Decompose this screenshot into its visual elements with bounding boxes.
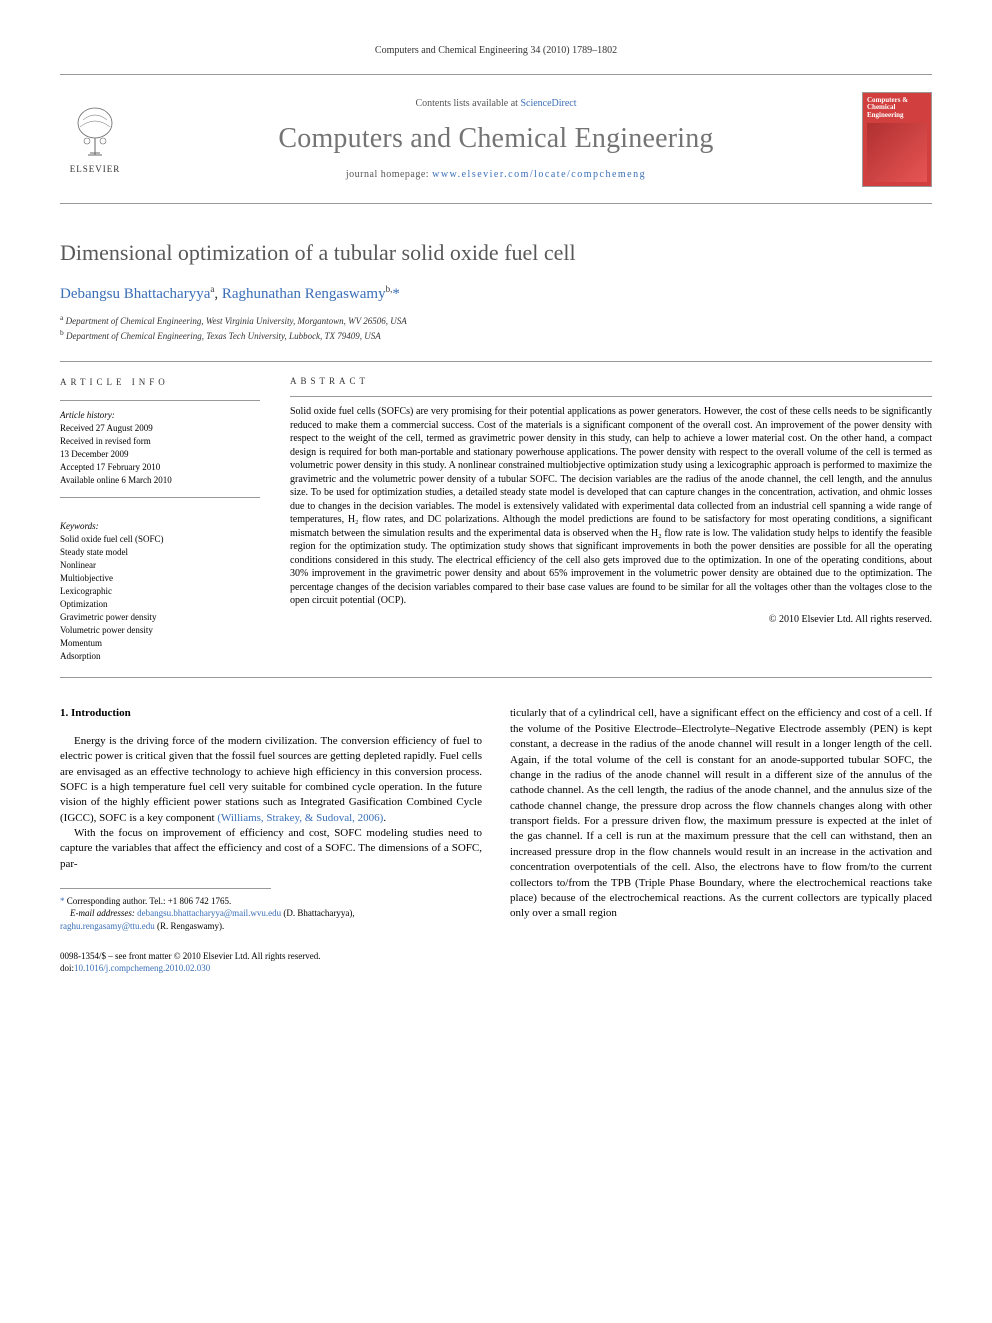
affiliation-a: Department of Chemical Engineering, West…	[66, 316, 407, 326]
email-1[interactable]: debangsu.bhattacharyya@mail.wvu.edu	[137, 908, 281, 918]
email-1-name: (D. Bhattacharyya),	[281, 908, 354, 918]
abstract-heading: ABSTRACT	[290, 376, 932, 386]
email-2[interactable]: raghu.rengasamy@ttu.edu	[60, 921, 155, 931]
body-p3: ticularly that of a cylindrical cell, ha…	[510, 706, 932, 921]
history-online: Available online 6 March 2010	[60, 474, 260, 487]
history-accepted: Accepted 17 February 2010	[60, 461, 260, 474]
sciencedirect-link[interactable]: ScienceDirect	[520, 98, 576, 109]
author-1[interactable]: Debangsu Bhattacharyya	[60, 286, 210, 302]
keyword: Optimization	[60, 598, 260, 611]
masthead: ELSEVIER Contents lists available at Sci…	[60, 74, 932, 204]
doi-link[interactable]: 10.1016/j.compchemeng.2010.02.030	[74, 963, 210, 973]
abstract-text: Solid oxide fuel cells (SOFCs) are very …	[290, 405, 932, 608]
corr-marker-footnote[interactable]: *	[60, 896, 65, 906]
keyword: Lexicographic	[60, 585, 260, 598]
doi-prefix: doi:	[60, 963, 74, 973]
body-column-left: 1. Introduction Energy is the driving fo…	[60, 706, 482, 931]
journal-cover-thumbnail: Computers & Chemical Engineering	[862, 92, 932, 187]
abstract-copyright: © 2010 Elsevier Ltd. All rights reserved…	[290, 614, 932, 625]
footnote-separator	[60, 888, 271, 889]
history-received: Received 27 August 2009	[60, 422, 260, 435]
cover-title: Computers & Chemical Engineering	[867, 97, 927, 120]
affiliations: a Department of Chemical Engineering, We…	[60, 313, 932, 343]
page-footer: 0098-1354/$ – see front matter © 2010 El…	[60, 950, 932, 974]
keyword: Multiobjective	[60, 572, 260, 585]
keyword: Adsorption	[60, 650, 260, 663]
journal-homepage: journal homepage: www.elsevier.com/locat…	[130, 169, 862, 180]
keyword: Momentum	[60, 637, 260, 650]
email-label: E-mail addresses:	[70, 908, 135, 918]
keyword: Solid oxide fuel cell (SOFC)	[60, 533, 260, 546]
elsevier-tree-icon	[68, 105, 123, 160]
corresponding-marker[interactable]: *	[392, 286, 400, 302]
contents-prefix: Contents lists available at	[415, 98, 520, 109]
contents-available: Contents lists available at ScienceDirec…	[130, 98, 862, 109]
body-p1: Energy is the driving force of the moder…	[60, 734, 482, 826]
homepage-prefix: journal homepage:	[346, 169, 432, 180]
history-label: Article history:	[60, 409, 260, 422]
body-p2: With the focus on improvement of efficie…	[60, 826, 482, 872]
elsevier-label: ELSEVIER	[70, 164, 121, 174]
keywords-label: Keywords:	[60, 520, 260, 533]
elsevier-logo: ELSEVIER	[60, 105, 130, 174]
journal-name: Computers and Chemical Engineering	[130, 123, 862, 155]
keyword: Gravimetric power density	[60, 611, 260, 624]
email-2-name: (R. Rengaswamy).	[155, 921, 225, 931]
footer-issn: 0098-1354/$ – see front matter © 2010 El…	[60, 950, 321, 962]
abstract-col: ABSTRACT Solid oxide fuel cells (SOFCs) …	[290, 362, 932, 677]
masthead-center: Contents lists available at ScienceDirec…	[130, 98, 862, 180]
cover-image	[867, 123, 927, 182]
section-1-heading: 1. Introduction	[60, 706, 482, 721]
keyword: Nonlinear	[60, 559, 260, 572]
author-1-aff: a	[210, 284, 214, 294]
keyword: Steady state model	[60, 546, 260, 559]
footnotes: * Corresponding author. Tel.: +1 806 742…	[60, 895, 482, 931]
citation-williams[interactable]: (Williams, Strakey, & Sudoval, 2006)	[217, 812, 383, 824]
corr-author-note: Corresponding author. Tel.: +1 806 742 1…	[67, 896, 232, 906]
body-column-right: ticularly that of a cylindrical cell, ha…	[510, 706, 932, 931]
affiliation-b: Department of Chemical Engineering, Texa…	[66, 331, 381, 341]
article-info-col: ARTICLE INFO Article history: Received 2…	[60, 362, 260, 677]
history-revised: Received in revised form	[60, 435, 260, 448]
article-info-heading: ARTICLE INFO	[60, 376, 260, 389]
article-title: Dimensional optimization of a tubular so…	[60, 240, 932, 266]
history-revised-date: 13 December 2009	[60, 448, 260, 461]
author-2[interactable]: Raghunathan Rengaswamy	[222, 286, 386, 302]
keyword: Volumetric power density	[60, 624, 260, 637]
homepage-link[interactable]: www.elsevier.com/locate/compchemeng	[432, 169, 646, 180]
journal-reference: Computers and Chemical Engineering 34 (2…	[60, 45, 932, 56]
authors-line: Debangsu Bhattacharyyaa, Raghunathan Ren…	[60, 284, 932, 303]
